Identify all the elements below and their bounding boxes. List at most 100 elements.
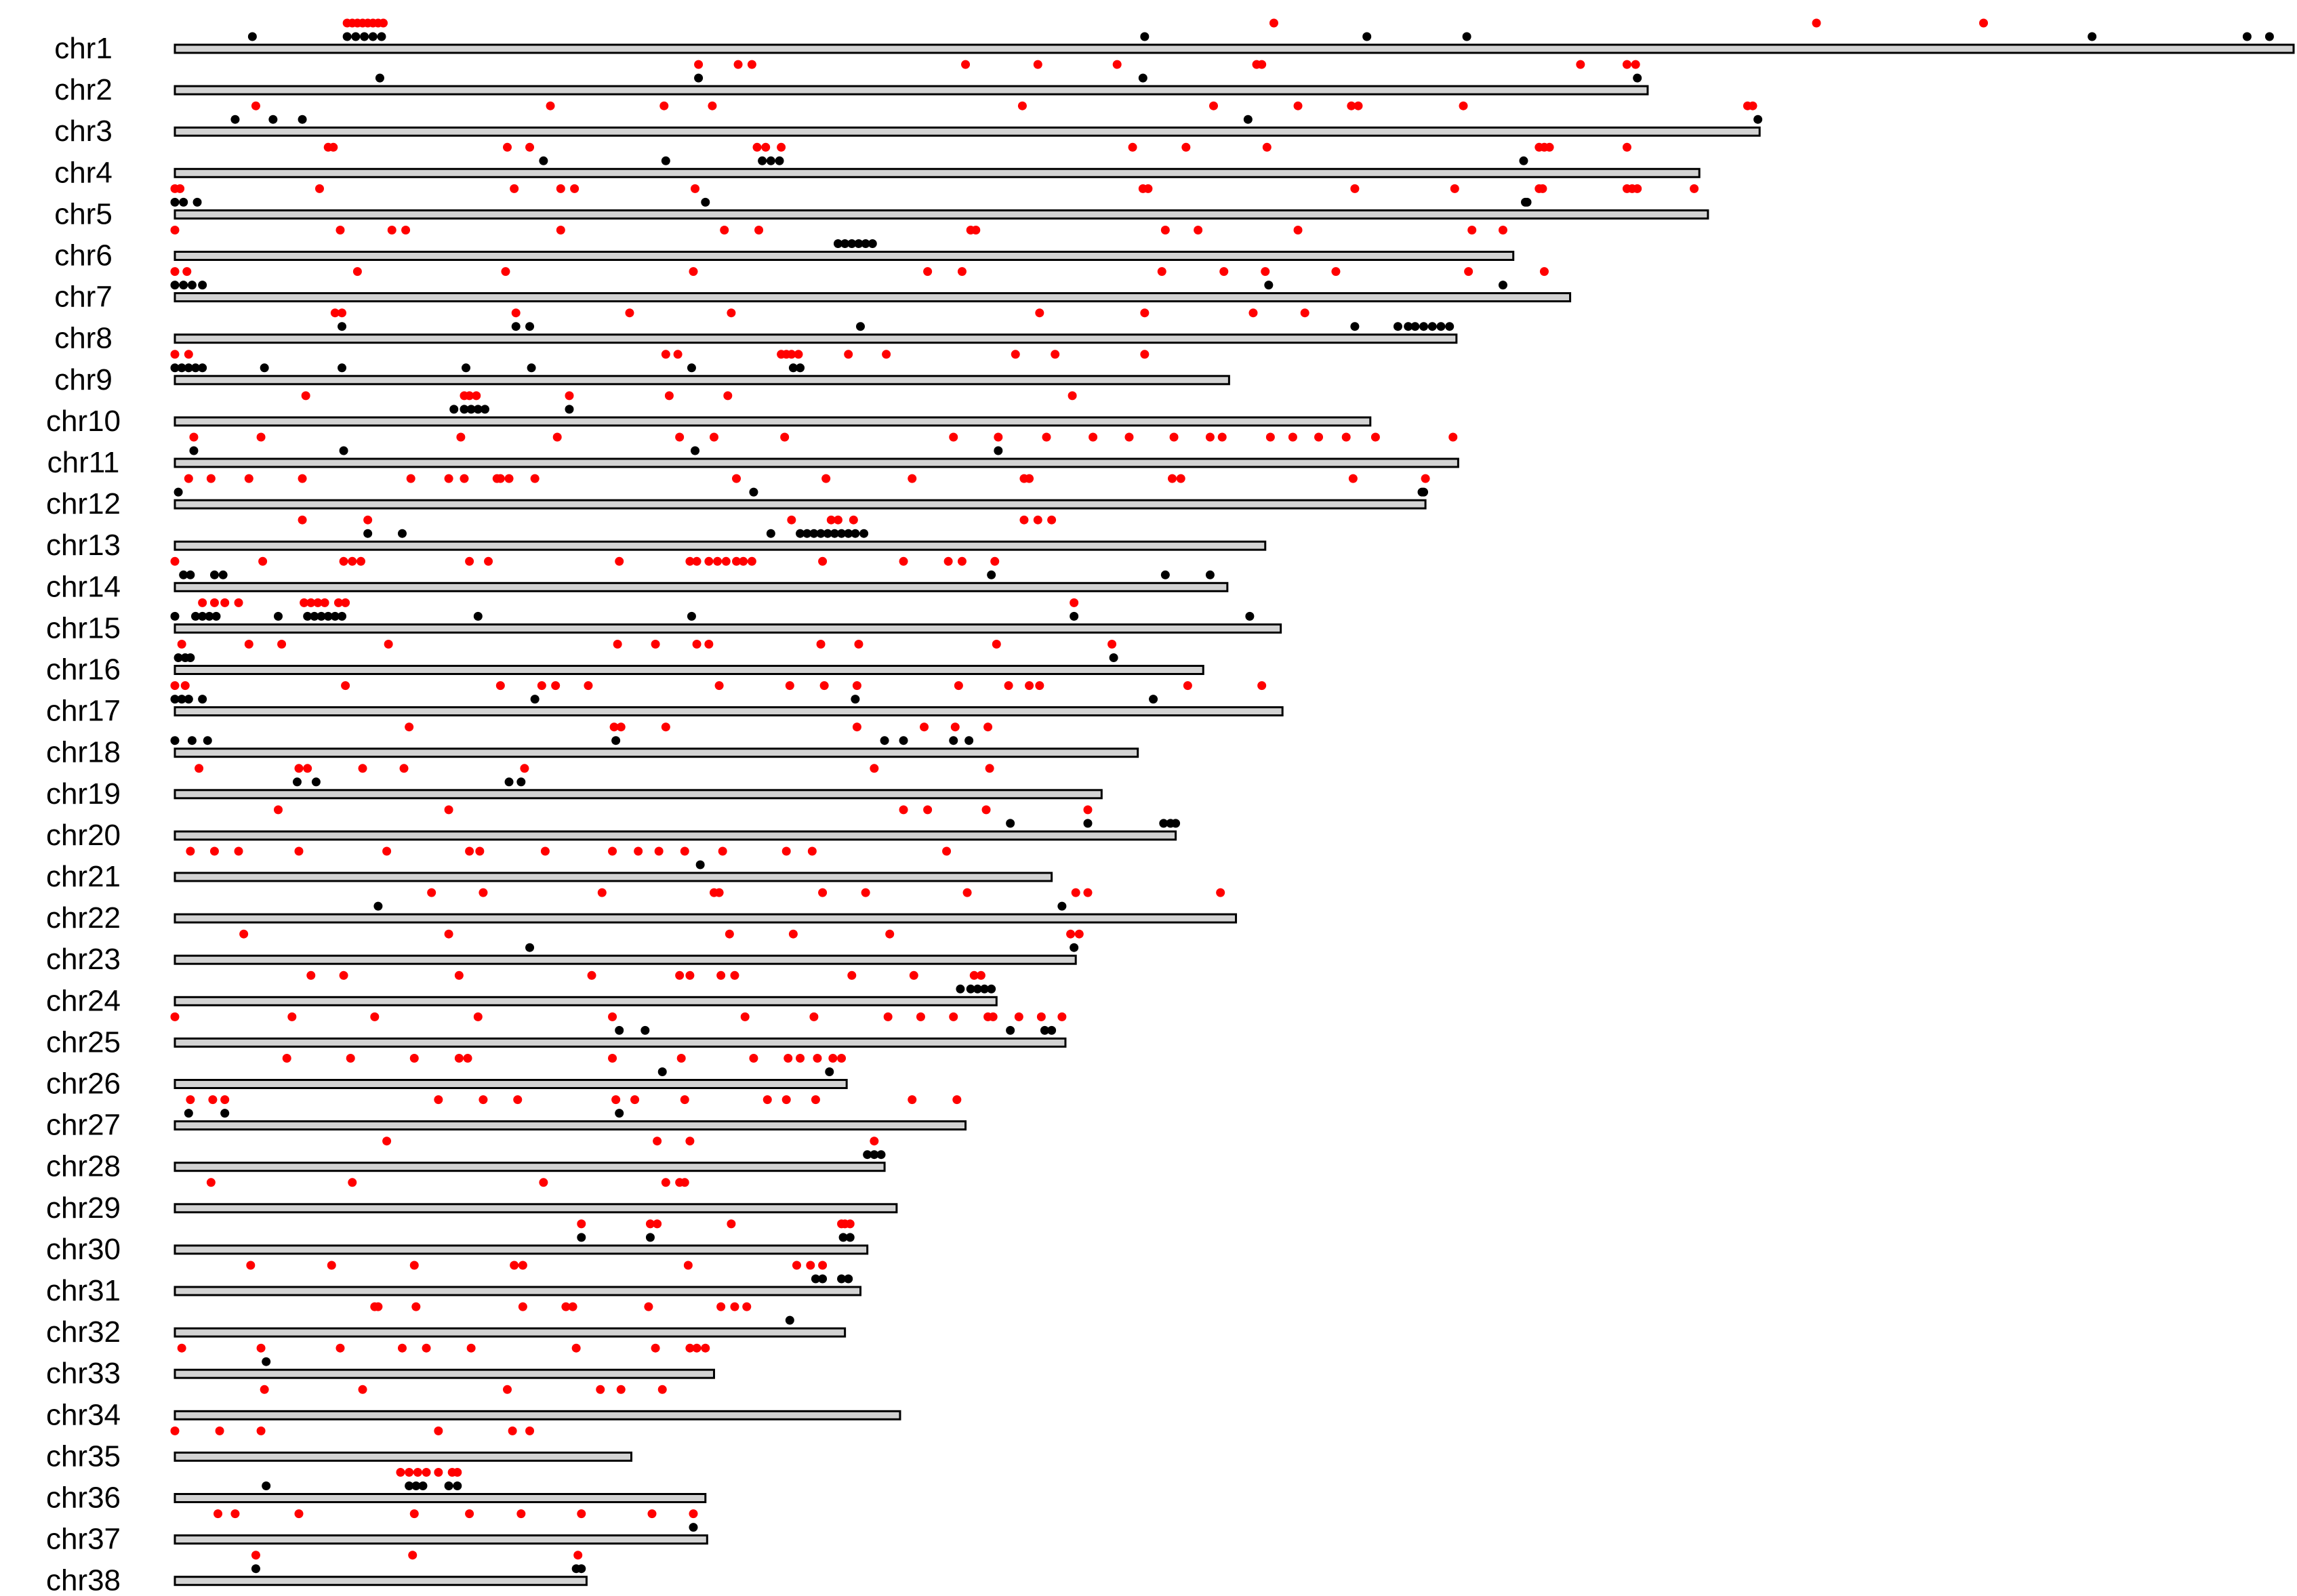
red-marker [411, 1302, 421, 1311]
red-marker [1347, 101, 1356, 110]
black-marker [411, 1481, 421, 1490]
red-marker [785, 681, 794, 691]
red-marker [714, 681, 724, 691]
black-marker [184, 363, 193, 373]
red-marker [287, 1012, 297, 1021]
black-marker [844, 529, 853, 538]
black-marker [847, 239, 857, 248]
black-marker [868, 239, 877, 248]
chromosome-label: chr35 [46, 1439, 121, 1473]
black-marker [198, 281, 207, 290]
red-marker [691, 184, 700, 193]
red-marker [983, 722, 993, 732]
black-marker [802, 529, 812, 538]
red-marker [1576, 60, 1585, 69]
chromosome-label: chr18 [46, 736, 121, 769]
chromosome-label: chr13 [46, 529, 121, 562]
red-marker [1331, 267, 1341, 277]
red-marker [1979, 18, 1989, 28]
chromosome-bar [174, 1410, 901, 1420]
black-marker [1243, 115, 1253, 124]
red-marker [716, 1302, 726, 1311]
black-marker [695, 860, 705, 869]
red-marker [209, 846, 219, 856]
red-marker [916, 1012, 925, 1021]
red-marker [352, 267, 362, 277]
black-marker [405, 1481, 414, 1490]
black-marker [825, 1067, 834, 1076]
chromosome-label: chr22 [46, 901, 121, 935]
red-marker [256, 432, 266, 442]
black-marker [170, 611, 180, 621]
black-marker [859, 529, 869, 538]
chromosome-row-chr11: chr11 [47, 432, 1459, 479]
chromosome-bar [174, 292, 1572, 303]
chromosome-label: chr14 [46, 570, 121, 603]
black-marker [211, 611, 221, 621]
red-marker [654, 846, 664, 856]
red-marker [1183, 681, 1192, 691]
chromosome-label: chr12 [46, 487, 121, 520]
red-marker [465, 1509, 474, 1519]
black-marker [1171, 819, 1181, 828]
black-marker [298, 115, 307, 124]
black-marker [1205, 570, 1215, 579]
black-marker [1498, 281, 1507, 290]
red-marker [796, 1054, 805, 1063]
red-marker [781, 846, 791, 856]
chromosome-bar [174, 1451, 632, 1462]
black-marker [1070, 943, 1079, 952]
chromosome-label: chr29 [46, 1191, 121, 1225]
red-marker [409, 1261, 419, 1270]
black-marker [177, 695, 186, 704]
chromosome-row-chr7: chr7 [54, 267, 1572, 314]
black-marker [247, 32, 257, 41]
red-marker [718, 846, 727, 856]
black-marker [453, 1481, 462, 1490]
red-marker [306, 598, 316, 607]
black-marker [766, 156, 775, 165]
red-marker [465, 391, 474, 401]
red-marker [294, 846, 304, 856]
black-marker [1159, 819, 1168, 828]
red-marker [957, 556, 967, 566]
black-marker [203, 736, 212, 745]
black-marker [1522, 197, 1532, 207]
red-marker [882, 350, 891, 359]
red-marker [1545, 142, 1554, 152]
red-marker [784, 1054, 793, 1063]
red-marker [510, 184, 519, 193]
red-marker [413, 1468, 422, 1477]
black-marker [527, 363, 536, 373]
black-marker [577, 1564, 586, 1574]
black-marker [170, 695, 180, 704]
chromosome-bar [174, 872, 1053, 882]
chromosome-bar [174, 665, 1204, 675]
red-marker [742, 1302, 752, 1311]
red-marker [720, 226, 729, 234]
chromosome-label: chr19 [46, 777, 121, 811]
black-marker [641, 1025, 650, 1035]
red-marker [811, 1095, 820, 1105]
red-marker [1070, 598, 1079, 607]
red-marker [1539, 267, 1549, 277]
chromosome-row-chr30: chr30 [46, 1219, 869, 1266]
black-marker [2264, 32, 2274, 41]
black-marker [473, 611, 483, 621]
chromosome-bar [174, 1493, 707, 1503]
black-marker [1753, 115, 1763, 124]
red-marker [348, 1178, 357, 1187]
red-marker [246, 1261, 256, 1270]
red-marker [727, 1219, 736, 1229]
black-marker [1083, 819, 1093, 828]
red-marker [382, 1137, 392, 1146]
red-marker [885, 929, 895, 939]
red-marker [565, 391, 574, 401]
black-marker [966, 984, 975, 994]
red-marker [676, 1054, 686, 1063]
black-marker [262, 1357, 271, 1366]
black-marker [565, 405, 574, 414]
black-marker [861, 239, 870, 248]
red-marker [170, 1426, 180, 1435]
red-marker [356, 556, 365, 566]
